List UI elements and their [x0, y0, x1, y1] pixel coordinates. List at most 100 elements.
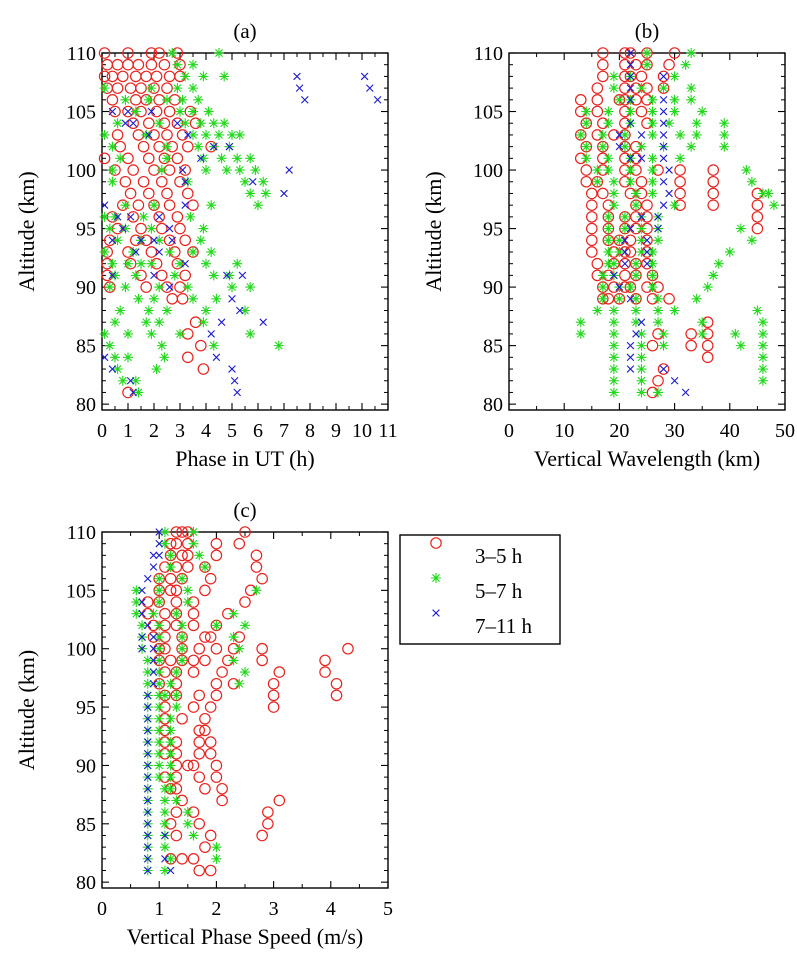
p3-point-circle: [187, 853, 200, 865]
p1-point-asterisk: [211, 293, 222, 304]
p1-point-cross: [155, 248, 163, 256]
p2-point-circle: [574, 94, 587, 106]
p3-point-cross: [143, 784, 152, 793]
panel-a: 0 1 2 3 4 5 6 7 8 9 10 11 80 85 90 95 100 105 110 Phase in …: [14, 19, 398, 471]
p1-point-cross: [108, 107, 117, 116]
p1-point-circle: [163, 70, 176, 83]
p3-point-asterisk: [234, 678, 245, 689]
p3-point-cross: [149, 563, 158, 571]
p1-point-circle: [145, 58, 158, 71]
p1-point-asterisk: [107, 141, 118, 152]
p3-point-circle: [319, 654, 331, 667]
p1-point-circle: [176, 129, 189, 141]
p3-ytick-label: 85: [76, 814, 96, 836]
p3-ytick-label: 105: [66, 580, 96, 602]
p3-point-circle: [330, 689, 343, 702]
p3-point-asterisk: [154, 655, 165, 666]
p3-point-asterisk: [234, 643, 245, 654]
p1-point-asterisk: [201, 165, 211, 176]
p1-point-asterisk: [195, 118, 206, 129]
p2-point-asterisk: [647, 258, 658, 269]
p1-point-circle: [171, 152, 184, 165]
p2-point-circle: [641, 199, 653, 211]
p2-point-asterisk: [647, 118, 658, 129]
p2-point-cross: [643, 236, 651, 245]
p1-point-asterisk: [193, 141, 204, 152]
p2-point-cross: [637, 154, 646, 163]
p1-point-circle: [163, 234, 176, 247]
p1-ytick-label: 100: [66, 160, 96, 182]
p1-point-cross: [249, 177, 257, 186]
p2-point-circle: [668, 47, 681, 59]
p1-point-asterisk: [133, 387, 144, 398]
p1-point-asterisk: [206, 246, 217, 257]
p3-point-asterisk: [131, 585, 142, 596]
p2-point-circle: [751, 211, 764, 223]
p1-point-circle: [197, 363, 210, 375]
p2-point-circle: [602, 211, 615, 223]
p2-xtick-label: 30: [665, 420, 685, 442]
p1-point-asterisk: [130, 375, 141, 386]
p2-point-cross: [659, 131, 668, 139]
p1-xtick-label: 11: [378, 420, 397, 442]
p2-point-asterisk: [597, 141, 608, 152]
p2-point-circle: [591, 257, 604, 270]
p1-point-cross: [207, 330, 215, 338]
p2-point-asterisk: [697, 317, 708, 328]
p2-point-cross: [659, 119, 668, 128]
p2-point-circle: [608, 129, 620, 141]
p3-point-asterisk: [165, 550, 176, 561]
p3-point-asterisk: [199, 562, 210, 573]
p2-point-asterisk: [768, 200, 779, 211]
p3-point-circle: [193, 864, 206, 877]
p3-point-cross: [143, 726, 152, 735]
p2-point-asterisk: [608, 188, 619, 199]
p3-point-asterisk: [154, 713, 165, 724]
p2-point-circle: [574, 129, 587, 141]
p1-point-asterisk: [188, 293, 198, 304]
p1-point-cross: [238, 271, 247, 280]
p3-point-asterisk: [165, 737, 176, 748]
p2-point-cross: [637, 131, 646, 139]
p3-point-cross: [149, 644, 158, 653]
p3-point-circle: [216, 666, 228, 678]
p1-point-asterisk: [164, 246, 175, 257]
p3-point-asterisk: [171, 608, 182, 619]
p3-point-circle: [193, 689, 206, 702]
p3-point-circle: [170, 689, 183, 702]
p3-point-circle: [170, 666, 183, 678]
p2-point-asterisk: [757, 317, 768, 328]
p3-point-asterisk: [194, 550, 205, 561]
p3-point-circle: [199, 712, 211, 725]
p3-point-circle: [204, 747, 217, 760]
p2-point-asterisk: [625, 176, 636, 187]
p2-point-cross: [681, 388, 690, 397]
p3-point-asterisk: [171, 690, 182, 701]
p2-xtick-label: 40: [720, 420, 740, 442]
p1-y-axis-label: Altitude (km): [14, 171, 39, 291]
p2-point-asterisk: [741, 165, 752, 176]
p1-xtick-label: 10: [352, 420, 372, 442]
p3-point-asterisk: [137, 620, 148, 631]
p3-point-circle: [182, 759, 194, 772]
p1-point-asterisk: [201, 258, 211, 269]
p2-ytick-label: 95: [483, 219, 503, 241]
p2-point-circle: [630, 199, 642, 211]
p3-point-circle: [182, 561, 194, 573]
p2-point-circle: [630, 58, 642, 71]
p1-panel-tag: (a): [233, 19, 256, 43]
panel-b: 0 10 20 30 40 50 80 85 90 95 100 105 110 Vertical Wav…: [421, 19, 795, 471]
p3-point-circle: [187, 619, 200, 632]
p1-point-asterisk: [169, 270, 180, 281]
p1-point-asterisk: [110, 211, 120, 222]
p1-point-asterisk: [104, 223, 115, 234]
p2-point-asterisk: [691, 293, 702, 304]
p3-point-asterisk: [154, 690, 165, 701]
p2-point-asterisk: [575, 129, 586, 140]
p3-point-asterisk: [228, 608, 239, 619]
p1-point-asterisk: [154, 235, 165, 246]
p1-point-asterisk: [110, 352, 120, 363]
p2-point-asterisk: [719, 129, 730, 140]
p2-point-asterisk: [603, 118, 614, 129]
p1-point-asterisk: [221, 165, 232, 176]
